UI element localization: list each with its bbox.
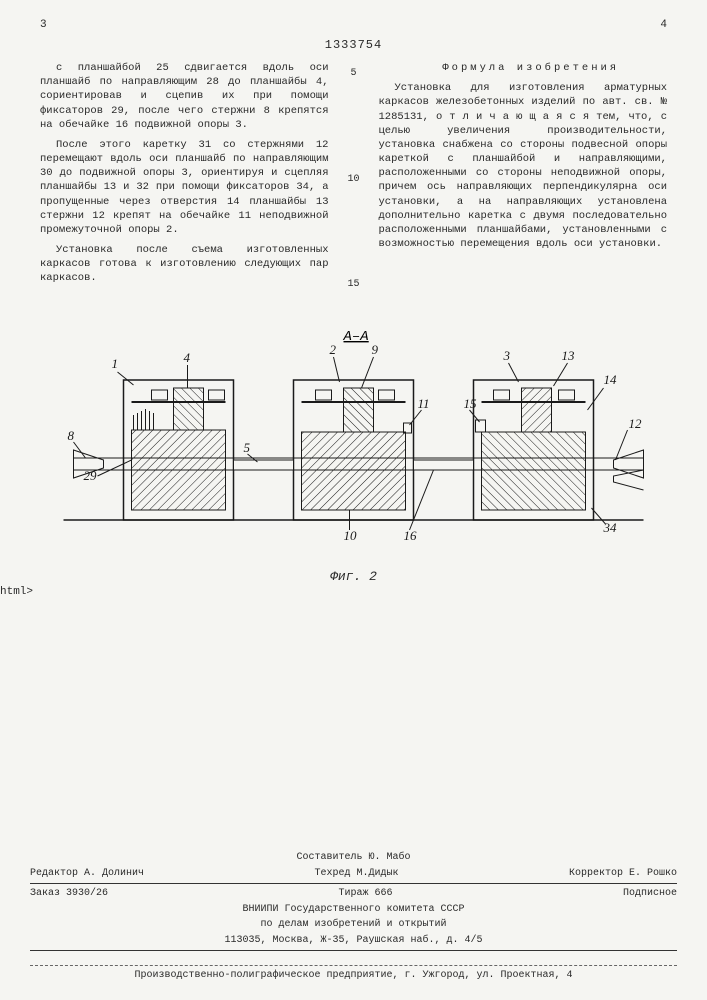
svg-text:3: 3 xyxy=(503,348,511,363)
org-address: 113035, Москва, Ж-35, Раушская наб., д. … xyxy=(30,934,677,948)
editor: Редактор А. Долинич xyxy=(30,867,144,881)
compiler: Составитель Ю. Мабо xyxy=(30,851,677,865)
svg-text:8: 8 xyxy=(68,428,75,443)
svg-text:11: 11 xyxy=(418,396,430,411)
para-3: Установка после съема изготовленных карк… xyxy=(40,243,329,286)
tirage: Тираж 666 xyxy=(338,887,392,901)
formula-title: Формула изобретения xyxy=(379,61,668,75)
figure-caption: Фиг. 2 xyxy=(40,568,667,586)
svg-text:14: 14 xyxy=(604,372,618,387)
imprint-block: Составитель Ю. Мабо Редактор А. Долинич … xyxy=(30,849,677,954)
technical-figure: А–А 1 4 2 9 3 13 14 12 8 29 5 10 16 11 1… xyxy=(40,310,667,560)
left-column: с планшайбой 25 сдвигается вдоль оси пла… xyxy=(40,61,329,292)
right-column: Формула изобретения Установка для изгото… xyxy=(379,61,668,292)
corrector: Корректор Е. Рошко xyxy=(569,867,677,881)
line-num: 5 xyxy=(347,67,361,81)
para-1: с планшайбой 25 сдвигается вдоль оси пла… xyxy=(40,61,329,132)
subscription: Подписное xyxy=(623,887,677,901)
para-2: После этого каретку 31 со стержнями 12 п… xyxy=(40,138,329,237)
svg-text:15: 15 xyxy=(464,396,478,411)
page-num-left: 3 xyxy=(40,18,47,33)
svg-text:9: 9 xyxy=(372,342,379,357)
svg-text:16: 16 xyxy=(404,528,418,543)
org-line-1: ВНИИПИ Государственного комитета СССР xyxy=(30,903,677,917)
printer-line: Производственно-полиграфическое предприя… xyxy=(30,965,677,983)
svg-text:13: 13 xyxy=(562,348,576,363)
svg-text:10: 10 xyxy=(344,528,358,543)
techred: Техред М.Дидык xyxy=(314,867,398,881)
line-num: 10 xyxy=(347,173,361,187)
org-line-2: по делам изобретений и открытий xyxy=(30,918,677,932)
order-number: Заказ 3930/26 xyxy=(30,887,108,901)
svg-text:12: 12 xyxy=(629,416,643,431)
svg-text:2: 2 xyxy=(330,342,337,357)
svg-text:34: 34 xyxy=(603,520,618,535)
line-num: 15 xyxy=(347,278,361,292)
document-number: 1333754 xyxy=(40,37,667,53)
figure-svg: А–А 1 4 2 9 3 13 14 12 8 29 5 10 16 11 1… xyxy=(40,310,667,560)
line-number-gutter: 5 10 15 xyxy=(347,61,361,292)
claim-para: Установка для изготовления арматурных ка… xyxy=(379,81,668,251)
page-num-right: 4 xyxy=(660,18,667,33)
svg-text:4: 4 xyxy=(184,350,191,365)
svg-text:29: 29 xyxy=(84,468,98,483)
svg-text:5: 5 xyxy=(244,440,251,455)
section-label: А–А xyxy=(343,329,369,345)
svg-text:1: 1 xyxy=(112,356,119,371)
